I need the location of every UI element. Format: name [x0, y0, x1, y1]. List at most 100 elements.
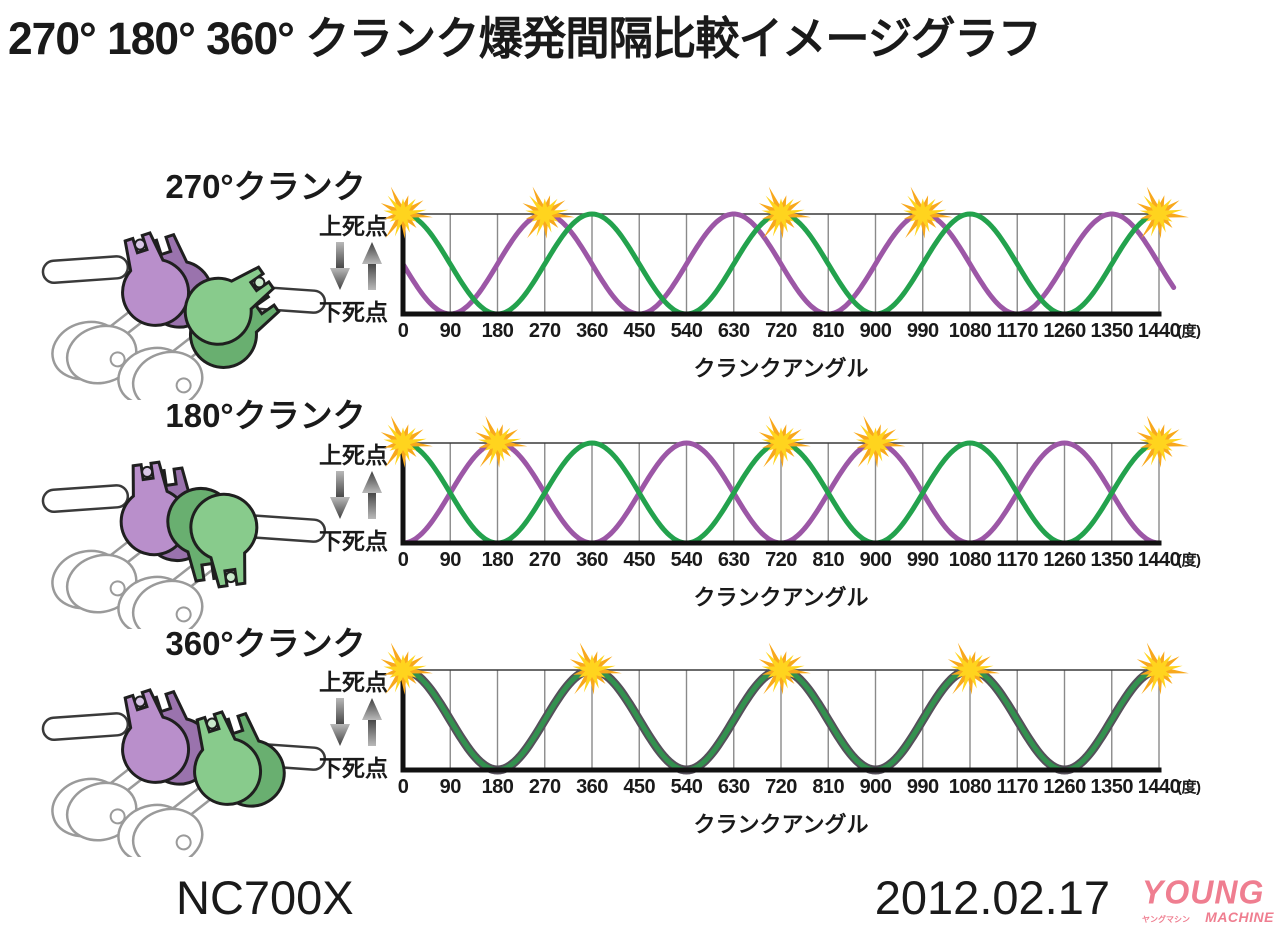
- x-tick-label: 270: [528, 776, 561, 798]
- crankshaft-illustration-360-icon: [35, 647, 345, 857]
- x-tick-label: 0: [397, 549, 409, 571]
- ignition-star-icon: [525, 195, 569, 237]
- x-tick-label: 990: [906, 320, 939, 342]
- crank-row-label-270: 270°クランク: [165, 168, 366, 205]
- y-axis-label-bdc: 下死点: [319, 528, 388, 554]
- x-tick-label: 900: [859, 776, 892, 798]
- x-tick-label: 1260: [1043, 320, 1086, 342]
- x-tick-label: 720: [765, 320, 797, 342]
- x-axis-title: クランクアングル: [693, 585, 869, 610]
- x-tick-label: 720: [765, 776, 797, 798]
- x-tick-label: 900: [859, 549, 892, 571]
- page-title: 270° 180° 360° クランク爆発間隔比較イメージグラフ: [8, 13, 1042, 64]
- crank-chart-270: [380, 186, 1189, 317]
- x-axis-title: クランクアングル: [693, 812, 869, 837]
- date-label: 2012.02.17: [874, 871, 1110, 924]
- x-tick-label: 630: [717, 776, 750, 798]
- x-tick-label: 450: [623, 320, 656, 342]
- x-tick-label: 1350: [1090, 320, 1134, 342]
- ignition-star-icon: [478, 424, 522, 466]
- x-tick-label: 270: [528, 549, 561, 571]
- ignition-star-icon: [1139, 195, 1183, 237]
- x-tick-label: 90: [439, 549, 462, 571]
- x-tick-label: 990: [906, 776, 939, 798]
- x-tick-label: 450: [623, 549, 656, 571]
- x-axis-unit: (度): [1177, 552, 1201, 569]
- x-tick-label: 720: [765, 549, 797, 571]
- x-tick-label: 990: [906, 549, 939, 571]
- x-tick-label: 810: [812, 549, 845, 571]
- ignition-star-icon: [383, 195, 427, 237]
- ignition-star-icon: [761, 195, 805, 237]
- x-tick-label: 1350: [1090, 776, 1134, 798]
- logo-machine-text: MACHINE: [1205, 909, 1274, 925]
- logo-katakana-text: ヤングマシン: [1142, 915, 1190, 924]
- x-tick-label: 0: [397, 776, 409, 798]
- x-tick-label: 1170: [996, 776, 1039, 798]
- ignition-star-icon: [383, 424, 427, 466]
- y-axis-label-tdc: 上死点: [319, 213, 388, 239]
- ignition-star-icon: [1139, 424, 1183, 466]
- x-axis-ticks-270: 0 90 180 270 360 450 540 630 720 810 900 990 1080 117…: [0, 320, 1280, 346]
- x-tick-label: 540: [670, 320, 703, 342]
- crank-row-label-360: 360°クランク: [165, 625, 366, 662]
- x-tick-label: 180: [481, 549, 514, 571]
- x-tick-label: 1440: [1137, 776, 1181, 798]
- x-tick-label: 900: [859, 320, 892, 342]
- crankshaft-illustration-180-icon: [35, 419, 345, 629]
- ignition-star-icon: [383, 651, 427, 693]
- y-axis-label-bdc: 下死点: [319, 755, 388, 781]
- ignition-star-icon: [1139, 651, 1183, 693]
- x-tick-label: 90: [439, 320, 462, 342]
- x-tick-label: 90: [439, 776, 462, 798]
- crankshaft-illustration-270-icon: [35, 190, 345, 400]
- x-tick-label: 1350: [1090, 549, 1134, 571]
- x-tick-label: 450: [623, 776, 656, 798]
- x-tick-label: 1080: [948, 320, 992, 342]
- y-axis-label-tdc: 上死点: [319, 442, 388, 468]
- x-tick-label: 540: [670, 776, 703, 798]
- x-tick-label: 270: [528, 320, 561, 342]
- x-tick-label: 630: [717, 320, 750, 342]
- piston-motion-arrows-icon: [330, 471, 382, 519]
- ignition-star-icon: [761, 651, 805, 693]
- x-tick-label: 1080: [948, 549, 992, 571]
- x-tick-label: 1440: [1137, 549, 1181, 571]
- x-axis-ticks-360: 0 90 180 270 360 450 540 630 720 810 900 990 1080 117…: [0, 776, 1280, 802]
- ignition-star-icon: [572, 651, 616, 693]
- x-tick-label: 1080: [948, 776, 992, 798]
- ignition-star-icon: [856, 424, 900, 466]
- x-tick-label: 180: [481, 776, 514, 798]
- x-tick-label: 1260: [1043, 549, 1086, 571]
- x-tick-label: 0: [397, 320, 409, 342]
- crank-chart-180: [380, 415, 1189, 546]
- logo-young-text: YOUNG: [1142, 873, 1265, 911]
- x-tick-label: 630: [717, 549, 750, 571]
- x-tick-label: 1440: [1137, 320, 1181, 342]
- x-axis-ticks-180: 0 90 180 270 360 450 540 630 720 810 900 990 1080 117…: [0, 549, 1280, 575]
- y-axis-label-tdc: 上死点: [319, 669, 388, 695]
- x-tick-label: 1260: [1043, 776, 1086, 798]
- x-tick-label: 1170: [996, 549, 1039, 571]
- x-tick-label: 540: [670, 549, 703, 571]
- y-axis-label-bdc: 下死点: [319, 299, 388, 325]
- ignition-star-icon: [761, 424, 805, 466]
- model-name: NC700X: [176, 871, 354, 924]
- ignition-star-icon: [950, 651, 994, 693]
- x-tick-label: 360: [576, 776, 608, 798]
- x-tick-label: 810: [812, 776, 845, 798]
- x-tick-label: 360: [576, 549, 608, 571]
- piston-motion-arrows-icon: [330, 242, 382, 290]
- young-machine-logo: YOUNG ヤングマシン MACHINE: [1142, 873, 1274, 932]
- x-axis-unit: (度): [1177, 323, 1201, 340]
- x-tick-label: 1170: [996, 320, 1039, 342]
- x-axis-unit: (度): [1177, 779, 1201, 796]
- piston-motion-arrows-icon: [330, 698, 382, 746]
- crank-row-label-180: 180°クランク: [165, 397, 366, 434]
- crank-chart-360: [380, 642, 1189, 775]
- ignition-star-icon: [903, 195, 947, 237]
- x-tick-label: 180: [481, 320, 514, 342]
- x-axis-title: クランクアングル: [693, 356, 869, 381]
- x-tick-label: 360: [576, 320, 608, 342]
- x-tick-label: 810: [812, 320, 845, 342]
